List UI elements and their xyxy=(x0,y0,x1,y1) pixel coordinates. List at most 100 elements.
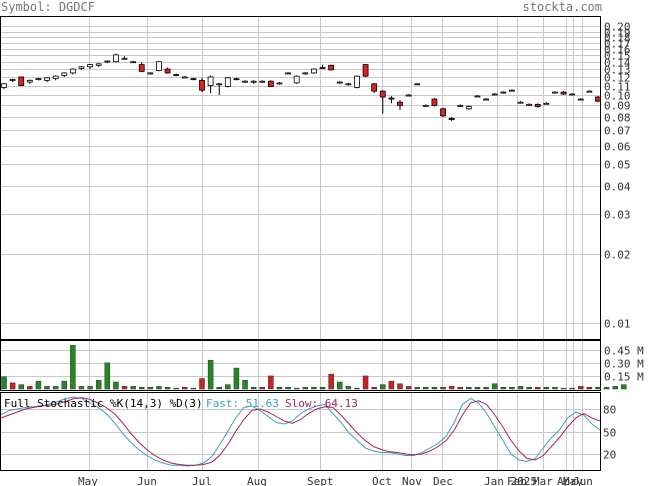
price-tick-label: 0.06 xyxy=(604,141,631,154)
volume-bar xyxy=(466,387,472,390)
candle-body xyxy=(1,83,7,88)
price-tick-label: 0.17 xyxy=(604,38,631,51)
price-grid xyxy=(1,17,600,339)
symbol-header: Symbol: DGDCF xyxy=(1,0,95,14)
volume-bar xyxy=(164,387,171,390)
price-panel xyxy=(0,16,601,340)
volume-bar xyxy=(517,386,524,390)
candle-body xyxy=(362,64,369,77)
candle-body xyxy=(138,64,145,72)
volume-bar xyxy=(52,386,59,390)
volume-bar xyxy=(336,381,343,390)
volume-bar xyxy=(560,387,567,390)
volume-bar xyxy=(121,386,128,390)
candle-body xyxy=(69,68,76,74)
volume-axis: 0.45 M0.30 M0.15 M xyxy=(604,345,644,384)
price-tick-label: 0.04 xyxy=(604,181,631,194)
price-axis: 0.200.190.180.170.160.150.140.130.120.11… xyxy=(604,21,631,331)
volume-bar xyxy=(543,387,550,390)
candle-body xyxy=(26,79,33,83)
volume-bar xyxy=(621,384,627,390)
price-tick-label: 0.12 xyxy=(604,72,631,85)
volume-tick-label: 0.45 M xyxy=(604,345,644,358)
slow-value-label: Slow: 64.13 xyxy=(285,397,358,410)
price-tick-label: 0.18 xyxy=(604,32,631,45)
candle-body xyxy=(35,78,42,81)
volume-bar xyxy=(440,387,446,390)
volume-bar xyxy=(70,345,76,390)
volume-bar xyxy=(457,387,464,390)
month-label: Jun xyxy=(573,475,593,486)
candle-body xyxy=(543,102,550,105)
candle-body xyxy=(379,90,386,98)
candle-body xyxy=(52,75,59,80)
candle-body xyxy=(164,68,171,74)
volume-bar xyxy=(130,386,136,390)
month-label: Jul xyxy=(192,475,212,486)
volume-bar xyxy=(328,373,334,390)
candle-body xyxy=(345,83,352,86)
volume-bar xyxy=(9,382,16,390)
volume-series xyxy=(1,345,627,390)
volume-bar xyxy=(509,387,515,390)
volume-bar xyxy=(199,378,205,390)
volume-bar xyxy=(250,387,257,390)
candle-body xyxy=(517,101,524,104)
stochastic-tick-label: 20 xyxy=(603,449,616,462)
price-tick-label: 0.05 xyxy=(604,159,631,172)
stochastic-tick-label: 80 xyxy=(603,404,616,417)
candle-body xyxy=(534,103,541,107)
candle-body xyxy=(61,72,68,76)
candle-body xyxy=(267,80,274,87)
volume-bar xyxy=(586,387,593,390)
candle-body xyxy=(595,96,601,102)
candle-body xyxy=(276,82,283,85)
volume-bar xyxy=(87,386,93,390)
month-label: Apr xyxy=(557,475,577,486)
symbol-label: Symbol: xyxy=(1,0,52,14)
volume-bar xyxy=(483,387,489,390)
candle-body xyxy=(156,61,162,72)
volume-bar xyxy=(78,386,85,390)
volume-bar xyxy=(35,380,42,390)
volume-bar xyxy=(319,387,326,390)
price-tick-label: 0.14 xyxy=(604,57,631,70)
volume-bar xyxy=(216,387,222,390)
candle-body xyxy=(113,54,119,63)
slow-line xyxy=(0,397,601,466)
candle-body xyxy=(233,78,240,81)
candle-body xyxy=(207,76,214,86)
candle-body xyxy=(569,93,576,96)
volume-bar xyxy=(595,387,601,390)
stochastic-title: Full Stochastic %K(14,3) %D(3) xyxy=(4,397,203,410)
fast-line xyxy=(0,396,601,467)
volume-bar xyxy=(44,386,50,390)
candle-body xyxy=(87,64,93,68)
volume-bar xyxy=(259,387,266,390)
month-label: Feb xyxy=(507,475,527,486)
candle-body xyxy=(440,108,446,117)
volume-bar xyxy=(534,387,541,390)
price-tick-label: 0.02 xyxy=(604,249,631,262)
volume-bar xyxy=(225,384,231,390)
volume-bar xyxy=(61,380,68,390)
month-label: Jun xyxy=(137,475,157,486)
candle-body xyxy=(285,72,291,75)
volume-bar xyxy=(448,386,455,390)
volume-bar xyxy=(18,384,24,390)
candle-body xyxy=(552,91,558,94)
volume-bar xyxy=(104,362,111,390)
price-tick-label: 0.01 xyxy=(604,318,631,331)
candle-body xyxy=(465,106,472,110)
volume-bar xyxy=(173,387,179,390)
price-tick-label: 0.19 xyxy=(604,27,631,40)
candle-body xyxy=(44,77,50,81)
volume-bar xyxy=(190,387,197,390)
candlestick-series xyxy=(1,53,601,121)
month-label: May xyxy=(563,475,583,486)
symbol-value: DGDCF xyxy=(58,0,95,14)
volume-bar xyxy=(569,387,575,390)
volume-panel xyxy=(0,340,601,391)
